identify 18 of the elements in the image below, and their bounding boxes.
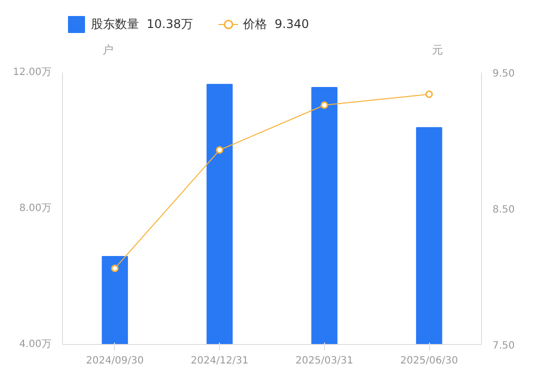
y2-tick-label: 8.50 bbox=[492, 204, 515, 216]
y-tick-label: 4.00万 bbox=[19, 339, 52, 350]
legend-label: 股东数量 10.38万 bbox=[91, 16, 193, 32]
x-tick-label: 2025/06/30 bbox=[400, 356, 458, 366]
y2-tick-label: 9.50 bbox=[492, 68, 515, 80]
y2-axis-title: 元 bbox=[432, 44, 444, 56]
y-tick-label: 12.00万 bbox=[12, 67, 52, 78]
point bbox=[111, 264, 119, 272]
x-tick-label: 2025/03/31 bbox=[296, 356, 354, 366]
x-tick-label: 2024/12/31 bbox=[190, 356, 248, 366]
legend-label: 价格 9.340 bbox=[242, 16, 309, 32]
y2-tick-label: 7.50 bbox=[492, 340, 515, 352]
point bbox=[320, 101, 328, 109]
y-tick-label: 8.00万 bbox=[19, 203, 52, 214]
point bbox=[216, 146, 224, 154]
x-tick-label: 2024/09/30 bbox=[86, 356, 144, 366]
y-axis-title: 户 bbox=[102, 44, 114, 56]
point bbox=[425, 90, 433, 98]
